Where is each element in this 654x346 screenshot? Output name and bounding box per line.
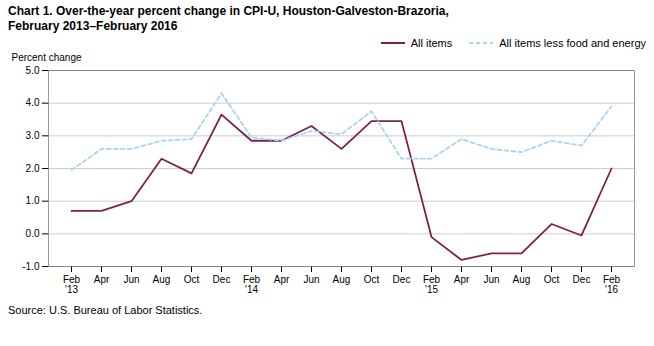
svg-text:Apr: Apr (274, 274, 290, 285)
svg-text:Dec: Dec (573, 274, 591, 285)
svg-text:Jun: Jun (303, 274, 319, 285)
svg-text:Dec: Dec (393, 274, 411, 285)
html-text:All items less food and energy: All items less food and energy (499, 37, 646, 49)
svg-text:5.0: 5.0 (26, 65, 40, 76)
svg-text:Feb'15: Feb'15 (423, 274, 441, 295)
svg-text:Dec: Dec (213, 274, 231, 285)
svg-text:4.0: 4.0 (26, 97, 40, 108)
svg-text:Jun: Jun (483, 274, 499, 285)
svg-text:-1.0: -1.0 (22, 261, 40, 272)
html-text:Chart 1. Over-the-year percent: Chart 1. Over-the-year percent change in… (8, 4, 449, 18)
svg-text:Oct: Oct (544, 274, 560, 285)
svg-text:Aug: Aug (153, 274, 171, 285)
svg-text:Feb'16: Feb'16 (603, 274, 621, 295)
svg-text:Apr: Apr (454, 274, 470, 285)
svg-text:Aug: Aug (513, 274, 531, 285)
html-text:Source: U.S. Bureau of Labor S: Source: U.S. Bureau of Labor Statistics. (8, 304, 203, 316)
svg-text:Feb'14: Feb'14 (243, 274, 261, 295)
svg-text:Feb'13: Feb'13 (63, 274, 81, 295)
html-text:February 2013–February 2016: February 2013–February 2016 (8, 19, 178, 33)
html-text:All items: All items (410, 37, 453, 49)
svg-text:Aug: Aug (333, 274, 351, 285)
svg-text:1.0: 1.0 (26, 195, 40, 206)
svg-text:Jun: Jun (123, 274, 139, 285)
svg-text:3.0: 3.0 (26, 130, 40, 141)
svg-text:Apr: Apr (94, 274, 110, 285)
svg-text:Percent change: Percent change (12, 52, 82, 63)
svg-text:Oct: Oct (364, 274, 380, 285)
svg-text:0.0: 0.0 (26, 228, 40, 239)
svg-text:2.0: 2.0 (26, 163, 40, 174)
svg-text:Oct: Oct (184, 274, 200, 285)
